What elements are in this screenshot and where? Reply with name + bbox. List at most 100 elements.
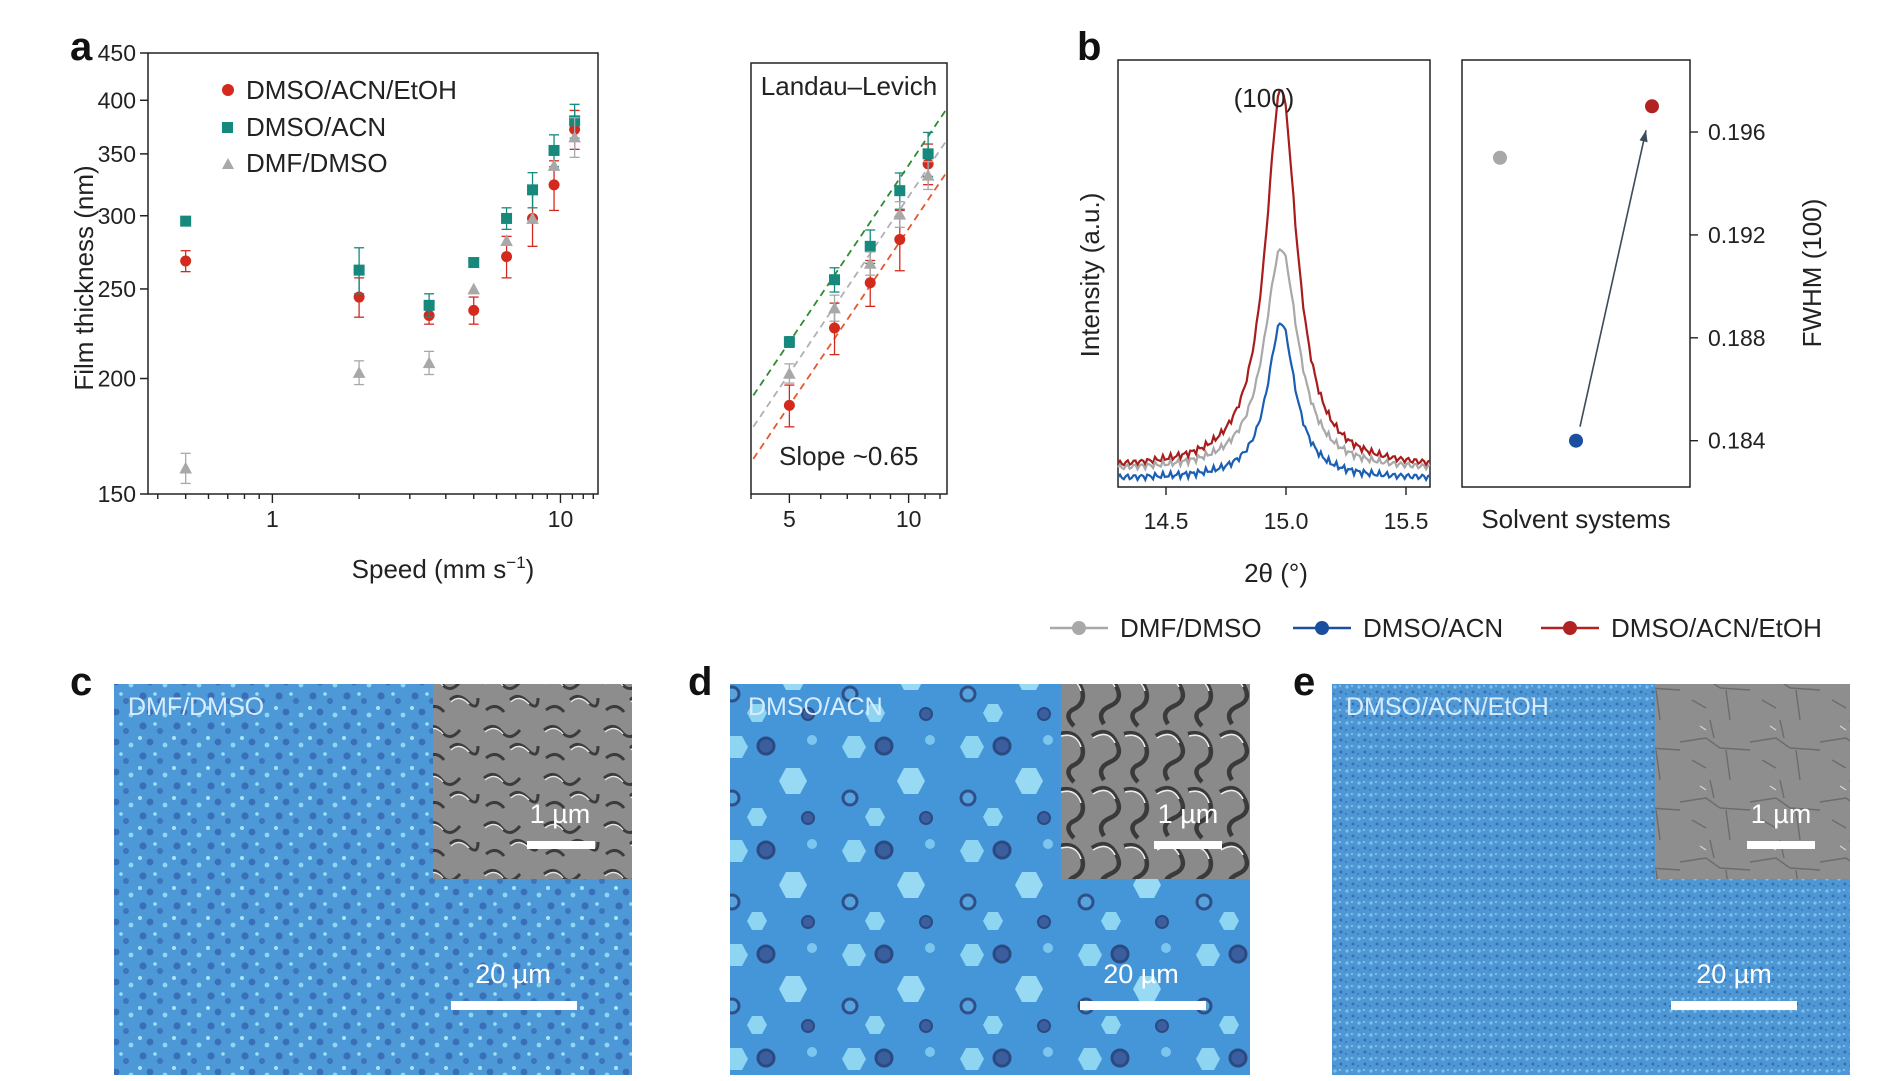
b-fwhm-ylabel: FWHM (100) bbox=[1797, 199, 1827, 348]
micrograph-d-main-scalebar bbox=[1080, 1001, 1206, 1010]
a-inset-point-dmso-acn-etoh bbox=[783, 399, 795, 411]
micrograph-e-main-scale-label: 20 µm bbox=[1696, 959, 1772, 989]
a-point-dmso-acn bbox=[353, 264, 365, 276]
a-ytick-label: 300 bbox=[98, 203, 136, 229]
micrograph-e: DMSO/ACN/EtOH 1 µm 20 µm bbox=[1332, 684, 1850, 1075]
panel-label-e: e bbox=[1293, 660, 1315, 704]
a-main-axes: 150 200 250 300 350 400 450 1 10 bbox=[98, 40, 594, 532]
micrograph-d-sem-inset bbox=[1061, 684, 1250, 879]
a-inset-point-dmf-dmso bbox=[921, 168, 935, 181]
a-inset-point-dmf-dmso bbox=[863, 257, 877, 269]
a-inset-xtick-label: 5 bbox=[783, 506, 796, 532]
b-xtick-label: 15.0 bbox=[1264, 508, 1309, 534]
a-legend-marker-binary-acn bbox=[222, 122, 233, 133]
a-inset-point-dmf-dmso bbox=[828, 301, 841, 314]
a-inset-point-dmso-acn bbox=[864, 240, 876, 252]
a-ytick-label: 200 bbox=[98, 366, 136, 392]
micrograph-d-inset-scalebar bbox=[1154, 841, 1222, 849]
panel-label-c: c bbox=[70, 660, 92, 704]
a-legend-label-dmf: DMF/DMSO bbox=[246, 148, 388, 178]
a-point-dmso-acn-etoh bbox=[468, 304, 480, 316]
a-inset-fit-dmso-acn bbox=[751, 106, 947, 401]
a-point-dmf-dmso bbox=[500, 234, 513, 246]
micrograph-e-label: DMSO/ACN/EtOH bbox=[1346, 693, 1549, 721]
b-legend-label-ternary: DMSO/ACN/EtOH bbox=[1611, 613, 1822, 643]
b-xtick-label: 15.5 bbox=[1384, 508, 1429, 534]
a-inset-point-dmso-acn bbox=[894, 185, 906, 197]
b-legend-marker-ternary bbox=[1563, 621, 1577, 635]
a-ytick-label: 350 bbox=[98, 141, 136, 167]
a-main-frame bbox=[147, 52, 599, 495]
a-xtick-label: 10 bbox=[548, 506, 574, 532]
micrograph-c: DMF/DMSO 1 µm 20 µm bbox=[114, 684, 632, 1075]
panel-a-main-chart: 150 200 250 300 350 400 450 1 10 Film thickness … bbox=[69, 40, 599, 584]
a-point-dmso-acn bbox=[423, 299, 435, 311]
b-legend-marker-dmf bbox=[1072, 621, 1086, 635]
b-xrd-curve-dmf-dmso bbox=[1117, 248, 1431, 472]
a-point-dmf-dmso bbox=[568, 130, 581, 143]
a-inset-data bbox=[783, 131, 935, 428]
b-fwhm-ytick-label: 0.188 bbox=[1708, 325, 1766, 351]
b-xtick-label: 14.5 bbox=[1144, 508, 1189, 534]
micrograph-c-label: DMF/DMSO bbox=[128, 693, 264, 721]
micrograph-c-main-scale-label: 20 µm bbox=[475, 959, 551, 989]
a-point-dmso-acn bbox=[527, 184, 539, 196]
b-fwhm-ytick-label: 0.192 bbox=[1708, 222, 1766, 248]
b-fwhm-data bbox=[1493, 99, 1659, 448]
a-legend-marker-dmf bbox=[222, 158, 234, 169]
panel-a-landau-levich-chart: 5 10 Landau–Levich Slope ~0.65 bbox=[750, 62, 948, 532]
a-inset-fit-lines bbox=[751, 106, 947, 464]
a-point-dmf-dmso bbox=[526, 212, 539, 224]
a-point-dmso-acn-etoh bbox=[501, 251, 513, 263]
panel-label-b: b bbox=[1077, 25, 1101, 69]
a-inset-axes: 5 10 bbox=[750, 494, 941, 532]
b-legend: DMF/DMSO DMSO/ACN DMSO/ACN/EtOH bbox=[1050, 613, 1822, 643]
micrograph-c-sem-inset bbox=[433, 684, 632, 879]
b-xrd-curve-dmso-acn bbox=[1117, 322, 1431, 483]
a-point-dmf-dmso bbox=[467, 282, 481, 295]
a-inset-point-dmso-acn-etoh bbox=[829, 322, 841, 334]
b-fwhm-xlabel: Solvent systems bbox=[1481, 504, 1670, 534]
a-point-dmso-acn bbox=[548, 144, 560, 156]
b-fwhm-frame bbox=[1461, 59, 1691, 488]
micrograph-e-sem-inset bbox=[1655, 684, 1850, 879]
a-ytick-label: 250 bbox=[98, 276, 136, 302]
micrograph-e-main-scalebar bbox=[1671, 1001, 1797, 1010]
b-ylabel: Intensity (a.u.) bbox=[1075, 193, 1105, 358]
b-xrd-axes: 14.5 15.0 15.5 bbox=[1144, 487, 1429, 534]
a-legend-marker-ternary bbox=[222, 84, 234, 96]
micrograph-d: DMSO/ACN 1 µm 20 µm bbox=[730, 684, 1250, 1075]
a-inset-fit-dmso-acn-etoh bbox=[751, 170, 947, 464]
b-xrd-curves bbox=[1117, 88, 1431, 483]
panel-b-fwhm-chart: 0.184 0.188 0.192 0.196 Solvent systems FWH… bbox=[1461, 59, 1827, 534]
a-inset-point-dmso-acn bbox=[922, 148, 934, 160]
a-inset-xtick-label: 10 bbox=[896, 506, 922, 532]
b-legend-label-acn: DMSO/ACN bbox=[1363, 613, 1503, 643]
a-inset-point-dmso-acn-etoh bbox=[864, 277, 876, 289]
a-xtick-label: 1 bbox=[266, 506, 279, 532]
b-fwhm-point-dmso-acn bbox=[1569, 433, 1583, 448]
a-inset-title: Landau–Levich bbox=[761, 71, 937, 101]
b-fwhm-ytick-label: 0.196 bbox=[1708, 119, 1766, 145]
a-ytick-label: 400 bbox=[98, 87, 136, 113]
b-legend-marker-acn bbox=[1315, 621, 1329, 635]
a-main-data bbox=[179, 103, 581, 485]
a-inset-frame bbox=[750, 62, 948, 495]
b-xrd-frame bbox=[1117, 59, 1431, 488]
b-legend-label-dmf: DMF/DMSO bbox=[1120, 613, 1262, 643]
a-ytick-label: 150 bbox=[98, 481, 136, 507]
b-fwhm-ytick-label: 0.184 bbox=[1708, 428, 1766, 454]
b-fwhm-arrow-shaft bbox=[1579, 130, 1647, 427]
a-point-dmf-dmso bbox=[547, 159, 561, 171]
a-inset-point-dmf-dmso bbox=[893, 207, 907, 220]
micrograph-c-inset-scalebar bbox=[527, 841, 595, 849]
a-point-dmso-acn bbox=[501, 212, 513, 224]
micrograph-e-inset-scale-label: 1 µm bbox=[1751, 799, 1812, 829]
a-point-dmso-acn bbox=[180, 215, 192, 227]
a-point-dmso-acn bbox=[468, 257, 480, 269]
b-fwhm-point-dmso-acn-etoh bbox=[1645, 99, 1659, 114]
a-legend-label-ternary: DMSO/ACN/EtOH bbox=[246, 75, 457, 105]
b-fwhm-axes: 0.184 0.188 0.192 0.196 bbox=[1690, 119, 1766, 454]
panel-b-xrd-chart: 14.5 15.0 15.5 (100) Intensity (a.u.) 2θ (… bbox=[1075, 59, 1431, 588]
a-inset-slope-annotation: Slope ~0.65 bbox=[779, 441, 919, 471]
